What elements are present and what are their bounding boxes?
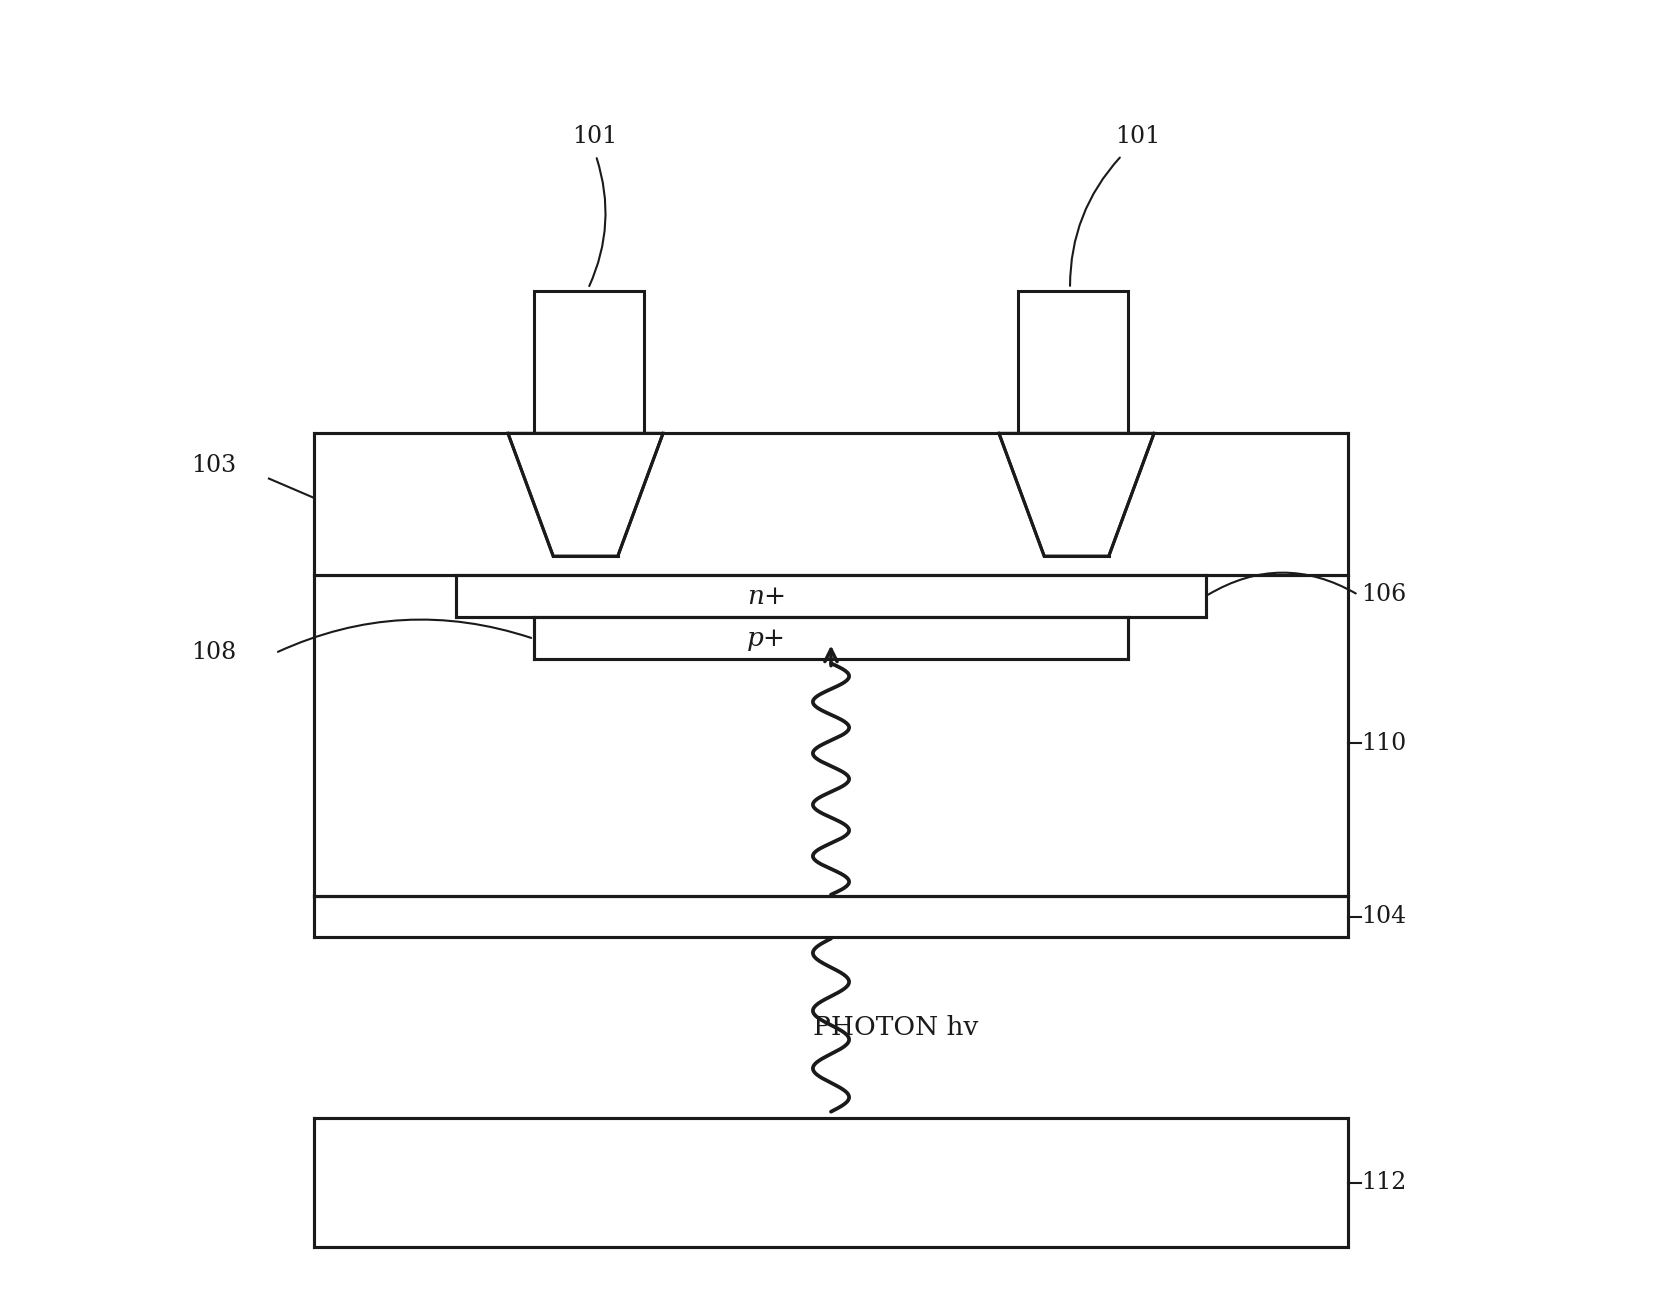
Bar [314, 434, 1348, 576]
Text: 112: 112 [1361, 1171, 1406, 1194]
Text: 106: 106 [1361, 584, 1406, 606]
Text: p+: p+ [746, 627, 786, 652]
Text: 103: 103 [191, 454, 236, 477]
Bar [314, 1118, 1348, 1247]
Text: 108: 108 [191, 641, 236, 665]
Bar [534, 616, 1128, 660]
Text: 110: 110 [1361, 731, 1406, 755]
Text: 101: 101 [573, 124, 618, 148]
Text: 101: 101 [1115, 124, 1160, 148]
Polygon shape [999, 434, 1153, 556]
Bar [457, 576, 1205, 616]
Text: PHOTON hv: PHOTON hv [813, 1015, 979, 1040]
Polygon shape [509, 434, 663, 556]
Text: 104: 104 [1361, 905, 1406, 929]
Bar [1019, 291, 1128, 434]
Bar [314, 576, 1348, 896]
Bar [534, 291, 643, 434]
Bar [314, 896, 1348, 938]
Text: n+: n+ [746, 584, 786, 609]
